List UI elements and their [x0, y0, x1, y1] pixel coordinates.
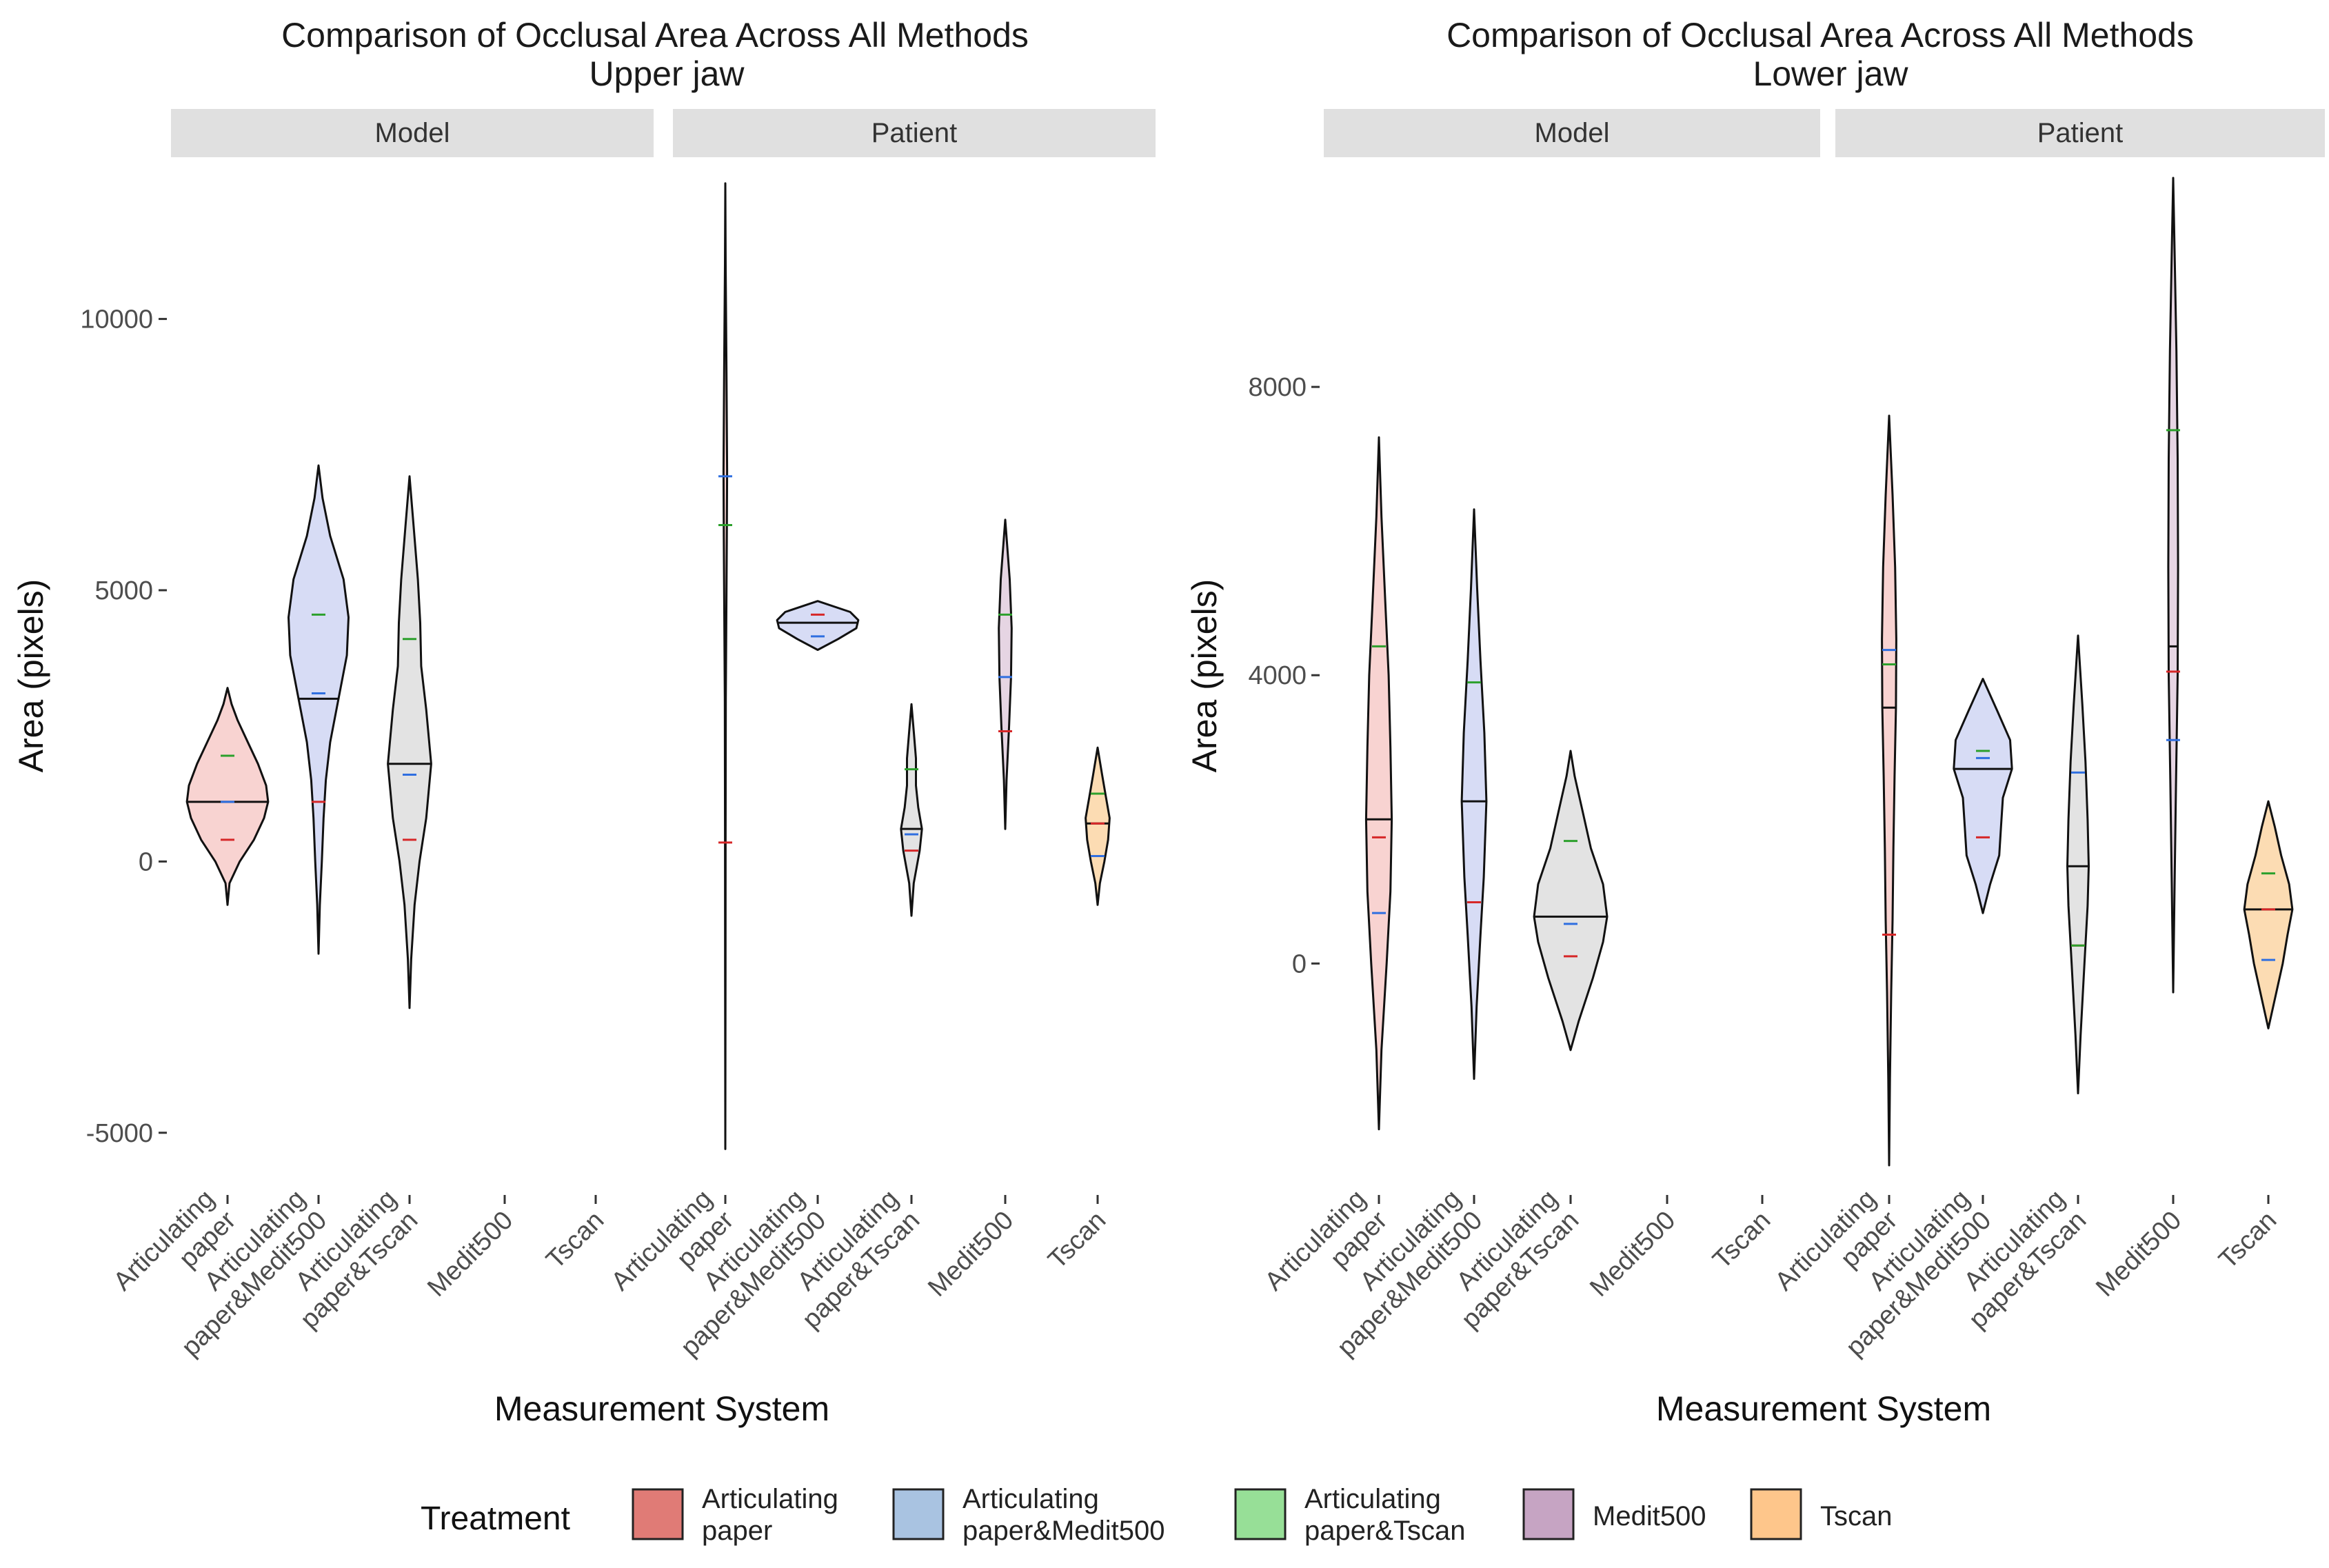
- lower-y-tick-label: 4000: [1248, 661, 1307, 690]
- upper-chart-subtitle: Upper jaw: [589, 54, 745, 93]
- upper-strip-model-bg: [171, 109, 654, 157]
- legend-title: Treatment: [421, 1500, 570, 1537]
- lower-patient-violin-articulating-paper: [1881, 414, 1897, 1167]
- lower-strip-model: Model: [1535, 118, 1610, 148]
- upper-strip-patient-bg: [673, 109, 1156, 157]
- upper-patient-x-label-medit500: Medit500: [922, 1206, 1019, 1303]
- upper-y-tick-label: 10000: [80, 305, 153, 334]
- lower-patient-plot: [1881, 177, 2294, 1167]
- upper-strip-model: Model: [375, 118, 450, 148]
- legend-swatch-medit500: [1522, 1488, 1575, 1540]
- upper-model-violin-articulating-paper-tscan: [387, 475, 432, 1009]
- upper-chart-title: Comparison of Occlusal Area Across All M…: [281, 16, 1029, 54]
- legend-label-medit500: Medit500: [1593, 1501, 1706, 1531]
- legend: Treatment Articulating paper Articulating p…: [421, 1484, 1893, 1546]
- upper-model-violin-articulating-paper-medit500: [288, 464, 350, 955]
- lower-strip-patient-bg: [1835, 109, 2325, 157]
- upper-y-axis: -5000 0 5000 10000: [80, 305, 167, 1148]
- legend-label-articulating-paper-medit500: Articulating paper&Medit500: [962, 1484, 1165, 1546]
- lower-patient-x-label-medit500: Medit500: [2090, 1206, 2187, 1303]
- legend-swatch-articulating-paper: [632, 1488, 684, 1540]
- lower-y-axis-title: Area (pixels): [1185, 579, 1224, 773]
- lower-patient-violin-medit500: [2167, 177, 2179, 994]
- lower-model-x-label-tscan: Tscan: [1707, 1206, 1776, 1275]
- legend-label-articulating-paper-tscan: Articulating paper&Tscan: [1304, 1484, 1465, 1546]
- legend-swatch-articulating-paper-tscan: [1234, 1488, 1287, 1540]
- lower-chart-subtitle: Lower jaw: [1753, 54, 1908, 93]
- lower-model-violin-articulating-paper-tscan: [1533, 750, 1609, 1052]
- x-tick-labels: ArticulatingpaperArticulatingpaper&Medit…: [108, 1184, 2283, 1363]
- upper-model-x-label-tscan: Tscan: [541, 1206, 609, 1275]
- upper-model-violin-articulating-paper: [185, 687, 270, 906]
- upper-y-axis-title: Area (pixels): [12, 579, 50, 773]
- legend-label-articulating-paper: Articulating paper: [702, 1484, 838, 1546]
- lower-patient-violin-tscan: [2243, 800, 2294, 1029]
- lower-y-axis: 0 4000 8000: [1248, 373, 1320, 978]
- legend-label-tscan: Tscan: [1820, 1501, 1893, 1531]
- legend-swatch-tscan: [1750, 1488, 1802, 1540]
- lower-patient-violin-articulating-paper-medit500: [1953, 678, 2013, 914]
- lower-y-tick-label: 0: [1292, 949, 1307, 978]
- upper-x-axis-title: Measurement System: [494, 1389, 829, 1428]
- upper-patient-violin-articulating-paper-medit500: [776, 600, 860, 651]
- upper-y-tick-label: 0: [139, 847, 153, 876]
- lower-patient-x-label-tscan: Tscan: [2213, 1206, 2282, 1275]
- lower-model-x-label-articulating-paper: Articulatingpaper: [1260, 1184, 1393, 1318]
- lower-model-violin-articulating-paper: [1364, 436, 1393, 1131]
- lower-y-tick-label: 8000: [1248, 373, 1307, 402]
- lower-model-x-label-medit500: Medit500: [1584, 1206, 1681, 1303]
- upper-patient-violin-articulating-paper-tscan: [900, 703, 923, 917]
- upper-patient-violin-medit500: [998, 519, 1013, 830]
- lower-strip-patient: Patient: [2037, 118, 2124, 148]
- upper-patient-x-label-tscan: Tscan: [1042, 1206, 1111, 1275]
- lower-patient-x-label-articulating-paper: Articulatingpaper: [1770, 1184, 1904, 1318]
- upper-patient-plot: [718, 182, 1111, 1150]
- upper-model-plot: [185, 464, 432, 1009]
- lower-x-axis-title: Measurement System: [1656, 1389, 1991, 1428]
- upper-patient-violin-articulating-paper: [722, 182, 729, 1150]
- upper-y-tick-label: -5000: [86, 1119, 153, 1148]
- lower-patient-violin-articulating-paper-tscan: [2066, 634, 2090, 1094]
- lower-chart-title: Comparison of Occlusal Area Across All M…: [1446, 16, 2194, 54]
- upper-strip-patient: Patient: [871, 118, 958, 148]
- lower-model-violin-articulating-paper-medit500: [1460, 508, 1488, 1080]
- upper-patient-violin-tscan: [1085, 746, 1111, 906]
- legend-swatch-articulating-paper-medit500: [892, 1488, 945, 1540]
- upper-model-x-label-medit500: Medit500: [422, 1206, 518, 1303]
- lower-model-plot: [1364, 436, 1609, 1131]
- upper-y-tick-label: 5000: [94, 576, 153, 605]
- lower-strip-model-bg: [1324, 109, 1820, 157]
